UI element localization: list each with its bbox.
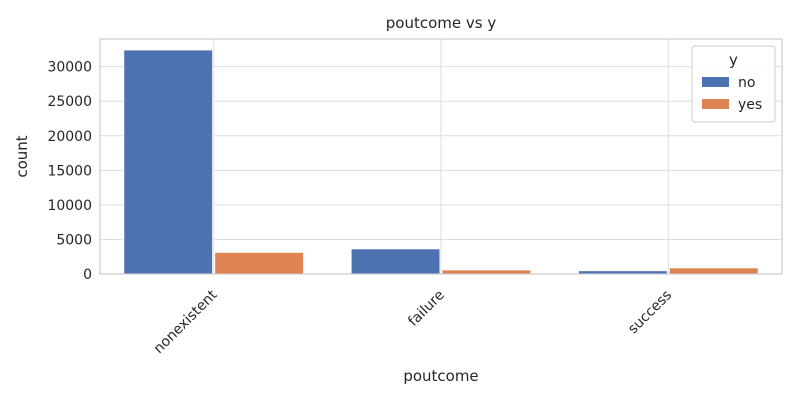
y-tick-label: 30000 xyxy=(47,60,92,76)
x-tick-labels: nonexistent failure success xyxy=(151,287,675,357)
bar-no-failure xyxy=(350,248,441,275)
bar-no-nonexistent xyxy=(123,49,214,275)
grid-lines xyxy=(100,39,782,275)
legend-label-no: no xyxy=(738,75,755,91)
x-tick-label: nonexistent xyxy=(151,287,221,357)
y-tick-label: 25000 xyxy=(47,94,92,110)
y-axis-title: count xyxy=(13,135,31,177)
y-tick-label: 5000 xyxy=(56,232,92,248)
x-tick-label: failure xyxy=(405,287,448,330)
bars xyxy=(123,49,759,275)
x-axis-title: poutcome xyxy=(403,367,478,385)
legend-title: y xyxy=(729,51,738,69)
y-tick-label: 0 xyxy=(83,267,92,283)
y-tick-label: 10000 xyxy=(47,198,92,214)
bar-yes-success xyxy=(668,267,759,275)
legend-swatch-yes xyxy=(702,99,729,109)
y-tick-label: 20000 xyxy=(47,129,92,145)
plot-frame xyxy=(99,38,783,275)
legend-swatch-no xyxy=(702,77,729,87)
legend: y no yes xyxy=(691,45,776,123)
y-tick-label: 15000 xyxy=(47,163,92,179)
x-tick-label: success xyxy=(625,287,675,337)
bar-yes-failure xyxy=(441,269,532,275)
chart-title: poutcome vs y xyxy=(386,14,497,32)
y-tick-labels: 0 5000 10000 15000 20000 25000 30000 xyxy=(47,60,92,283)
bar-yes-nonexistent xyxy=(214,251,305,275)
legend-label-yes: yes xyxy=(738,97,762,113)
